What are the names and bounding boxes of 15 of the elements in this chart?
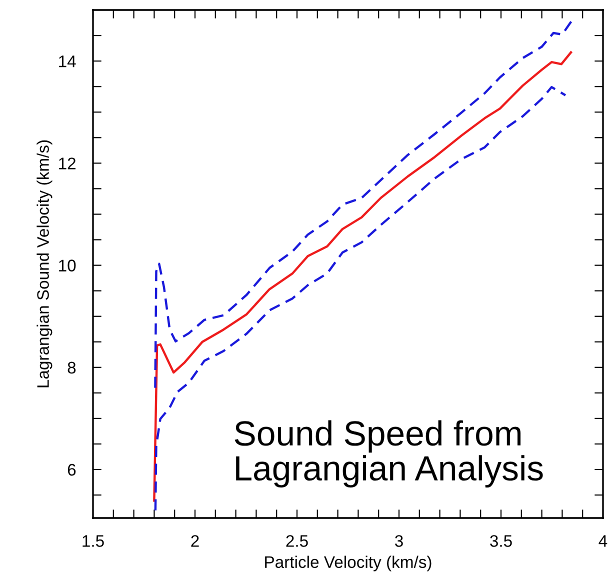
y-tick-label: 10 (59, 260, 76, 272)
annotation: Sound Speed from Lagrangian Analysis (234, 420, 543, 488)
x-axis-title: Particle Velocity (km/s) (265, 556, 432, 572)
y-tick-label: 12 (59, 158, 76, 170)
y-tick-label: 8 (68, 362, 76, 374)
x-tick-label: 3.5 (490, 535, 512, 547)
y-axis-title: Lagrangian Sound Velocity (km/s) (36, 140, 52, 388)
x-tick-label: 4 (598, 535, 608, 547)
x-tick-label: 1.5 (82, 535, 104, 547)
y-tick-label: 14 (59, 56, 76, 68)
x-tick-label: 2 (191, 535, 199, 547)
x-tick-label: 3 (395, 535, 403, 547)
y-tick-label: 6 (68, 464, 76, 476)
line-series (154, 18, 574, 389)
x-tick-label: 2.5 (286, 535, 308, 547)
